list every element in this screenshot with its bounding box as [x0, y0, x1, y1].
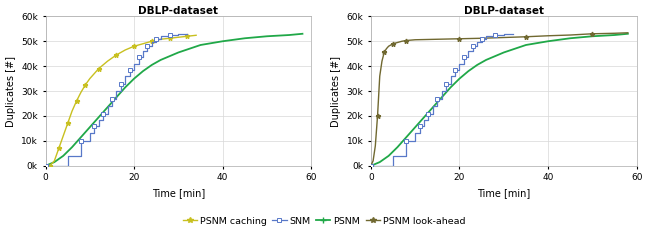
Legend: PSNM caching, SNM, PSNM, PSNM look-ahead: PSNM caching, SNM, PSNM, PSNM look-ahead [179, 213, 469, 229]
X-axis label: Time [min]: Time [min] [477, 188, 531, 198]
Title: DBLP-dataset: DBLP-dataset [139, 6, 218, 15]
Y-axis label: Duplicates [#]: Duplicates [#] [331, 56, 341, 127]
Y-axis label: Duplicates [#]: Duplicates [#] [6, 56, 16, 127]
Title: DBLP-dataset: DBLP-dataset [464, 6, 544, 15]
X-axis label: Time [min]: Time [min] [152, 188, 205, 198]
